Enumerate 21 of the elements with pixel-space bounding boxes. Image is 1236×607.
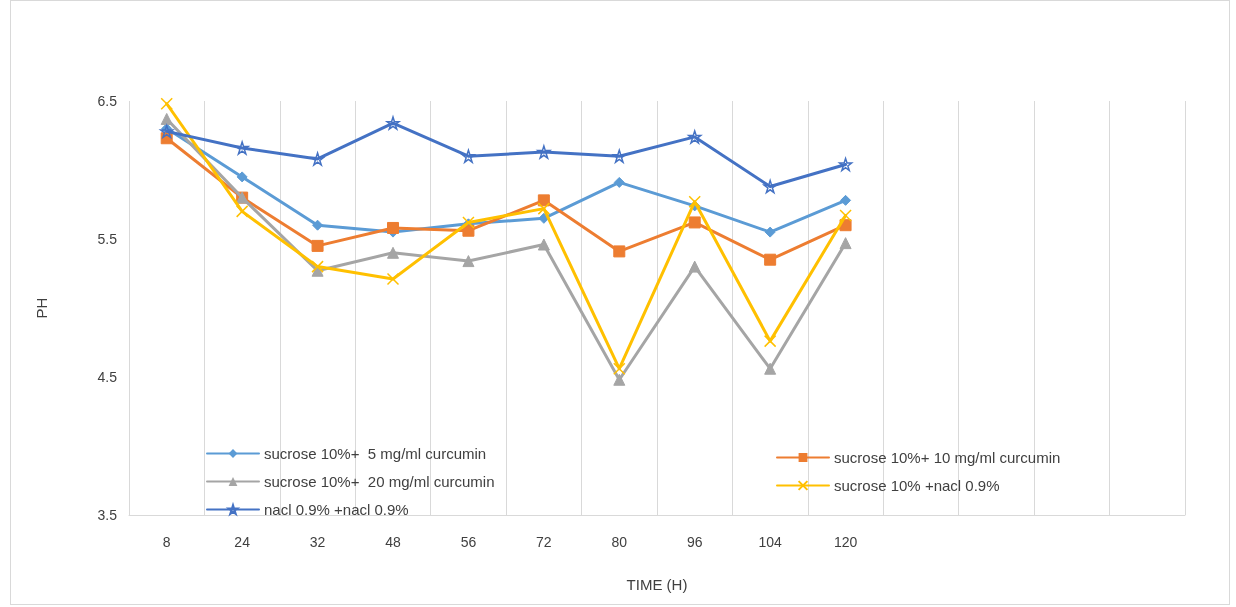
legend-label: sucrose 10%+ 20 mg/ml curcumin: [264, 473, 495, 490]
x-tick-label: 8: [162, 534, 171, 550]
legend-label: nacl 0.9% +nacl 0.9%: [264, 501, 409, 518]
x-axis-title: TIME (H): [626, 576, 688, 593]
x-tick-label: 72: [536, 534, 552, 550]
y-tick-label: 6.5: [97, 93, 118, 109]
x-tick-label: 80: [611, 534, 628, 550]
legend-label: sucrose 10%+ 5 mg/ml curcumin: [264, 445, 487, 462]
x-tick-label: 104: [758, 534, 783, 550]
y-axis-title: PH: [33, 297, 50, 319]
x-tick-label: 56: [460, 534, 477, 550]
y-tick-label: 3.5: [97, 507, 118, 523]
x-tick-label: 24: [234, 534, 251, 550]
y-tick-label: 5.5: [97, 231, 118, 247]
x-tick-label: 120: [833, 534, 858, 550]
x-tick-label: 32: [309, 534, 326, 550]
y-tick-label: 4.5: [97, 369, 118, 385]
legend-label: sucrose 10% +nacl 0.9%: [834, 477, 1000, 494]
x-tick-label: 96: [686, 534, 703, 550]
x-tick-label: 48: [385, 534, 401, 550]
legend-label: sucrose 10%+ 10 mg/ml curcumin: [834, 449, 1061, 466]
